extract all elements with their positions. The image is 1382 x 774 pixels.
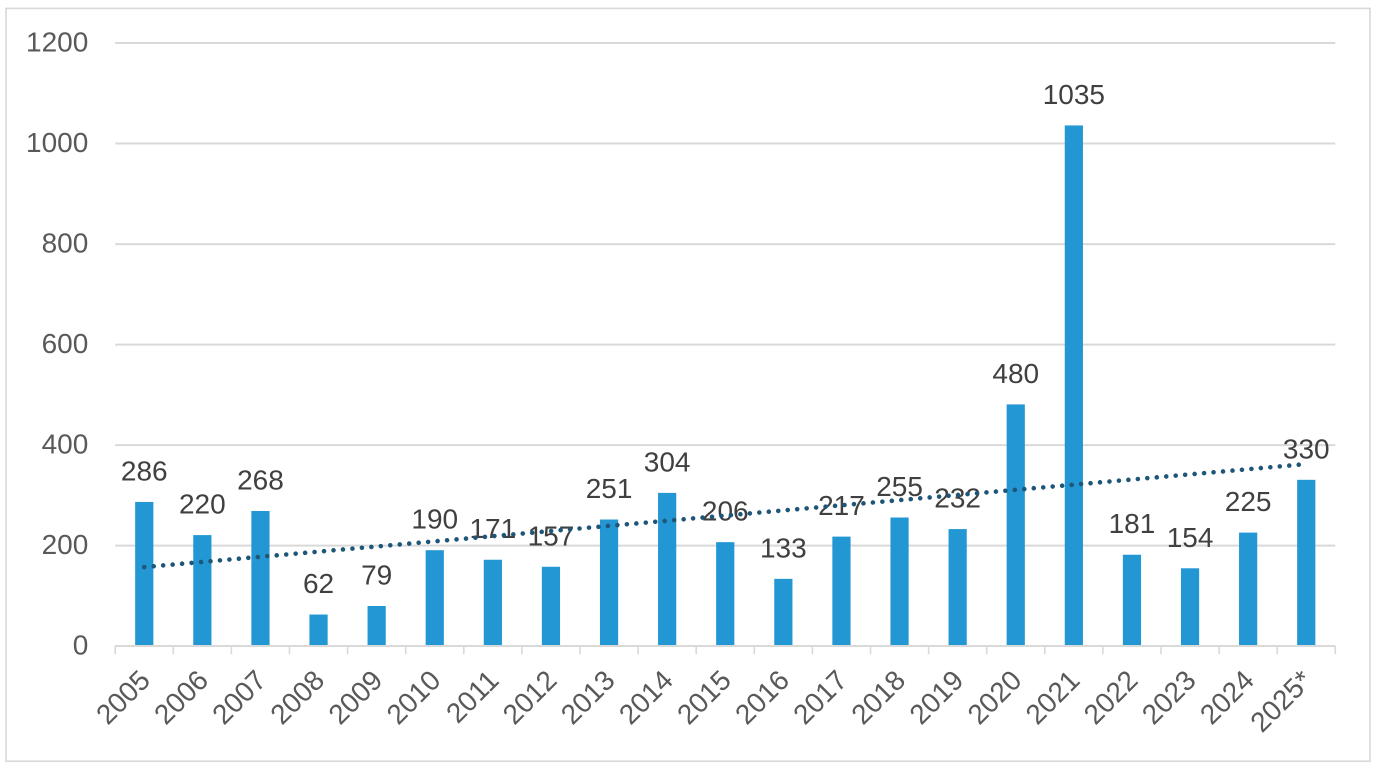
svg-text:0: 0 bbox=[73, 630, 89, 661]
svg-text:1000: 1000 bbox=[26, 127, 88, 158]
svg-text:62: 62 bbox=[303, 568, 334, 599]
svg-text:480: 480 bbox=[992, 358, 1039, 389]
svg-text:200: 200 bbox=[42, 529, 89, 560]
svg-text:1200: 1200 bbox=[26, 27, 88, 58]
svg-text:1035: 1035 bbox=[1043, 79, 1105, 110]
svg-text:190: 190 bbox=[411, 504, 458, 535]
svg-text:154: 154 bbox=[1167, 522, 1214, 553]
svg-text:400: 400 bbox=[42, 429, 89, 460]
svg-text:206: 206 bbox=[702, 496, 749, 527]
svg-text:157: 157 bbox=[528, 520, 575, 551]
svg-text:600: 600 bbox=[42, 328, 89, 359]
svg-text:800: 800 bbox=[42, 228, 89, 259]
svg-text:79: 79 bbox=[361, 559, 392, 590]
svg-text:133: 133 bbox=[760, 532, 807, 563]
svg-text:268: 268 bbox=[237, 464, 284, 495]
svg-text:304: 304 bbox=[644, 446, 691, 477]
svg-text:220: 220 bbox=[179, 489, 226, 520]
svg-text:232: 232 bbox=[934, 483, 981, 514]
svg-text:330: 330 bbox=[1283, 433, 1330, 464]
svg-text:181: 181 bbox=[1109, 508, 1156, 539]
svg-text:225: 225 bbox=[1225, 486, 1272, 517]
svg-text:255: 255 bbox=[876, 471, 923, 502]
svg-text:286: 286 bbox=[121, 455, 168, 486]
svg-text:251: 251 bbox=[586, 473, 633, 504]
